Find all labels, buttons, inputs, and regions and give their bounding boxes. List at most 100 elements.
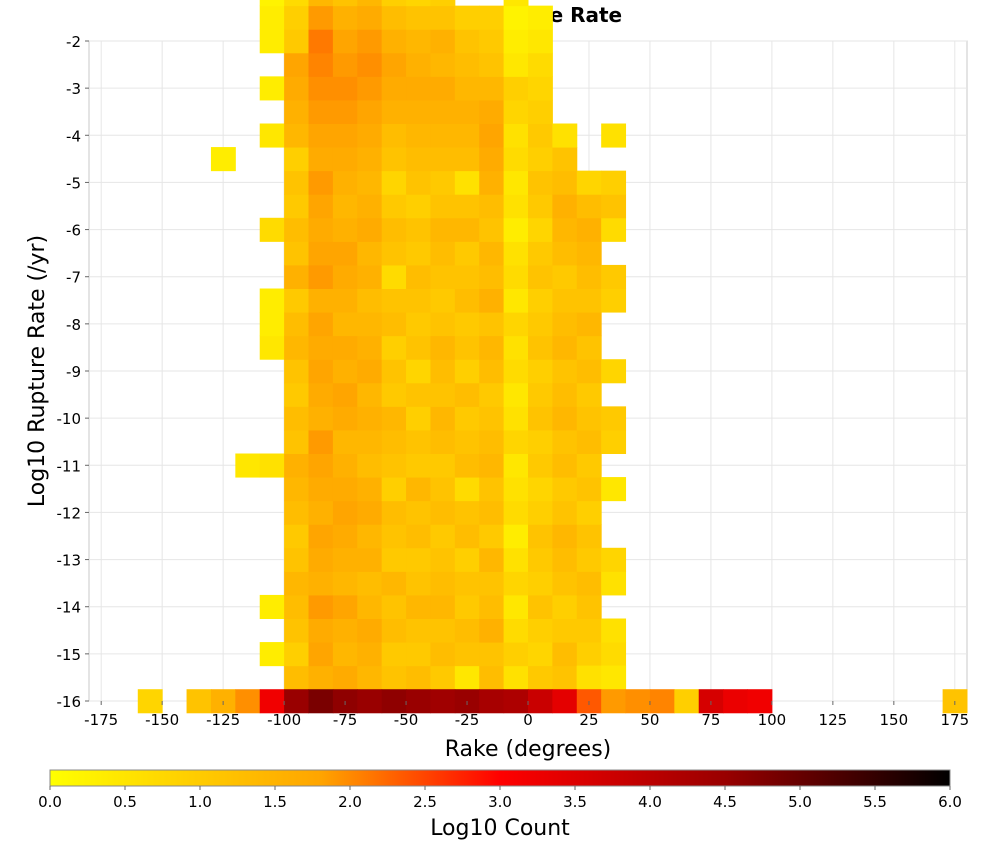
heatmap-cell — [503, 99, 529, 124]
heatmap-cell — [601, 642, 627, 667]
heatmap-cell — [357, 524, 383, 549]
heatmap-cell — [454, 76, 480, 101]
heatmap-cell — [332, 429, 358, 454]
y-tick-label: -7 — [66, 269, 81, 287]
heatmap-cell — [308, 0, 334, 7]
heatmap-cell — [332, 241, 358, 266]
heatmap-cell — [430, 29, 456, 54]
heatmap-cell — [357, 29, 383, 54]
heatmap-cell — [601, 194, 627, 219]
heatmap-cell — [430, 524, 456, 549]
heatmap-cell — [503, 194, 529, 219]
heatmap-cell — [357, 429, 383, 454]
heatmap-cell — [576, 524, 602, 549]
heatmap-cell — [332, 312, 358, 337]
heatmap-cell — [454, 123, 480, 148]
heatmap-cell — [528, 429, 553, 454]
heatmap-cell — [308, 147, 334, 172]
heatmap-cell — [186, 689, 212, 714]
heatmap-cell — [528, 642, 553, 667]
y-tick-label: -9 — [66, 363, 81, 381]
heatmap-cell — [357, 547, 383, 572]
plot-area: -2 -3 -4 -5 -6 -7 -8 -9 -10 -11 -12 -13 -14 -15 -16 -1… — [57, 0, 969, 729]
heatmap-cell — [381, 382, 407, 407]
heatmap-cell — [381, 147, 407, 172]
heatmap-cell — [503, 241, 529, 266]
heatmap-cell — [528, 241, 553, 266]
heatmap-cell — [406, 571, 431, 596]
heatmap-cell — [454, 52, 480, 77]
color-scale-tick-label: 1.0 — [188, 793, 212, 811]
heatmap-cell — [601, 665, 627, 690]
heatmap-cell — [406, 665, 431, 690]
heatmap-cell — [308, 5, 334, 30]
heatmap-cell — [503, 406, 529, 431]
x-tick-label: 25 — [579, 711, 598, 729]
heatmap-cell — [381, 453, 407, 478]
heatmap-cell — [357, 5, 383, 30]
heatmap-cell — [552, 689, 578, 714]
heatmap-cell — [576, 500, 602, 525]
heatmap-cell — [284, 264, 309, 289]
heatmap-cell — [357, 123, 383, 148]
x-tick-label: -175 — [84, 711, 118, 729]
heatmap-cell — [552, 147, 578, 172]
heatmap-cell — [357, 335, 383, 360]
heatmap-cell — [601, 429, 627, 454]
y-tick-label: -3 — [66, 80, 81, 98]
y-tick-label: -16 — [57, 693, 82, 711]
x-tick-label: -25 — [455, 711, 480, 729]
heatmap-cell — [479, 500, 505, 525]
heatmap-cell — [406, 147, 431, 172]
heatmap-cell — [406, 406, 431, 431]
heatmap-cell — [332, 642, 358, 667]
heatmap-cell — [430, 123, 456, 148]
heatmap-cell — [552, 571, 578, 596]
heatmap-cell — [284, 406, 309, 431]
y-axis-label: Log10 Rupture Rate (/yr) — [25, 235, 50, 507]
heatmap-cell — [503, 524, 529, 549]
heatmap-cell — [332, 99, 358, 124]
heatmap-cell — [308, 618, 334, 643]
heatmap-cell — [259, 76, 285, 101]
heatmap-cell — [528, 312, 553, 337]
heatmap-cell — [406, 5, 431, 30]
heatmap-cell — [357, 147, 383, 172]
heatmap-cell — [284, 453, 309, 478]
heatmap-cell — [454, 288, 480, 313]
heatmap-cell — [332, 288, 358, 313]
heatmap-cell — [381, 288, 407, 313]
heatmap-cell — [357, 689, 383, 714]
heatmap-cell — [381, 665, 407, 690]
heatmap-cell — [601, 571, 627, 596]
heatmap-cell — [284, 288, 309, 313]
heatmap-cell — [576, 170, 602, 195]
heatmap-cell — [357, 594, 383, 619]
heatmap-cell — [381, 99, 407, 124]
heatmap-cell — [479, 99, 505, 124]
heatmap-cell — [454, 99, 480, 124]
heatmap-cell — [479, 170, 505, 195]
x-tick-label: 125 — [819, 711, 848, 729]
heatmap-cell — [528, 170, 553, 195]
heatmap-cell — [430, 0, 456, 7]
heatmap-cell — [503, 665, 529, 690]
heatmap-cell — [503, 335, 529, 360]
heatmap-cell — [357, 0, 383, 7]
heatmap-cell — [357, 453, 383, 478]
color-scale-tick-label: 0.5 — [113, 793, 137, 811]
heatmap-cell — [503, 500, 529, 525]
heatmap-cell — [357, 288, 383, 313]
heatmap-cell — [479, 453, 505, 478]
heatmap-cell — [601, 217, 627, 242]
heatmap-cell — [576, 241, 602, 266]
heatmap-cell — [430, 312, 456, 337]
heatmap-cell — [576, 335, 602, 360]
heatmap-cell — [601, 359, 627, 384]
heatmap-cell — [381, 594, 407, 619]
heatmap-cell — [601, 689, 627, 714]
heatmap-cell — [649, 689, 675, 714]
heatmap-cell — [381, 241, 407, 266]
heatmap-cell — [332, 194, 358, 219]
heatmap-cell — [308, 524, 334, 549]
